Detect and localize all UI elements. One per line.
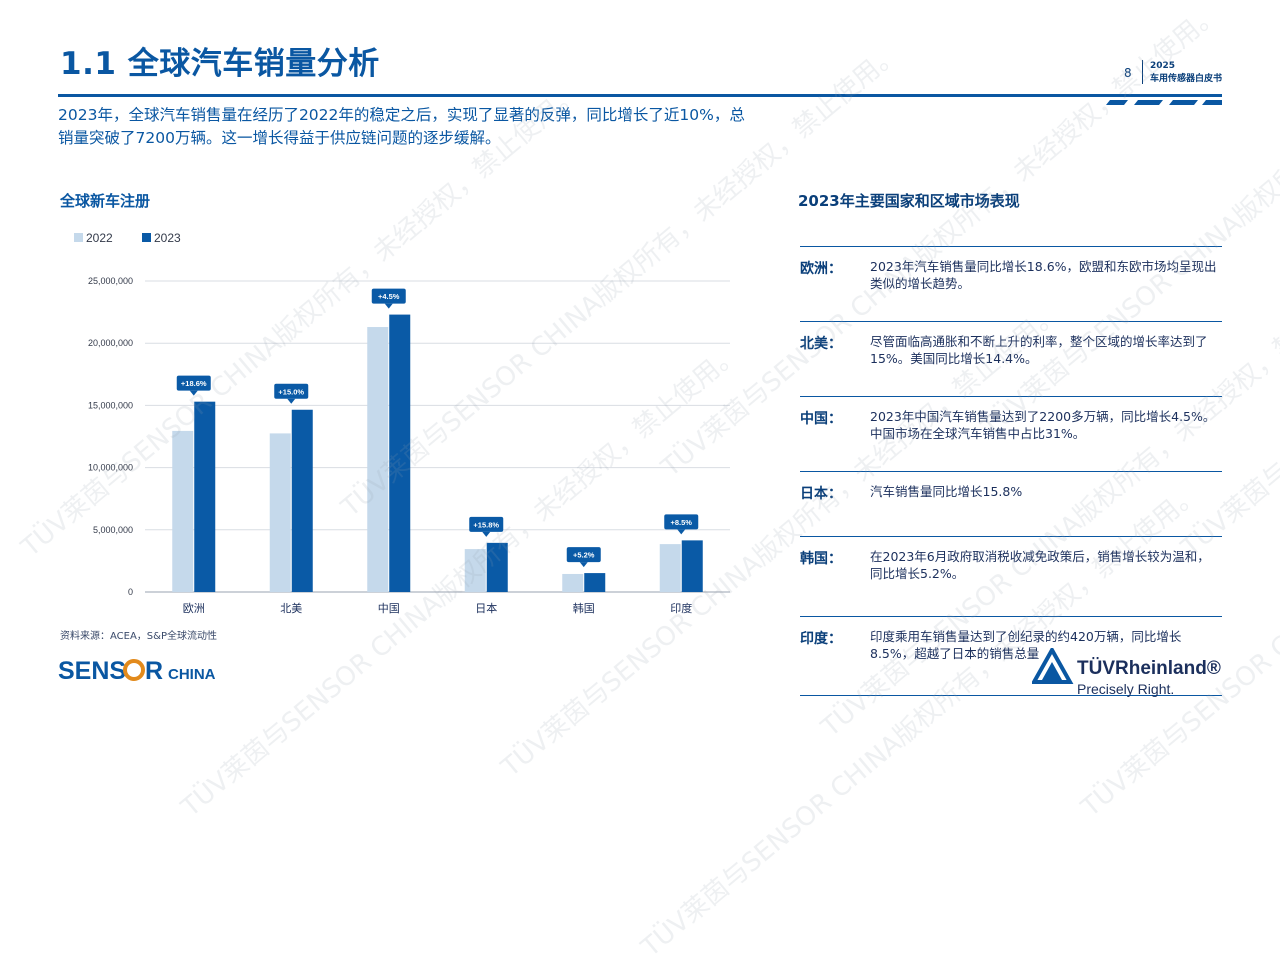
market-description: 印度乘用车销售量达到了创纪录的约420万辆，同比增长8.5%，超越了日本的销售总… bbox=[870, 629, 1182, 661]
market-region: 北美： bbox=[800, 336, 842, 352]
growth-badge bbox=[176, 375, 211, 391]
market-row: 印度： 印度乘用车销售量达到了创纪录的约420万辆，同比增长8.5%，超越了日本的… bbox=[800, 616, 1222, 696]
bar-2022 bbox=[269, 433, 291, 592]
y-tick-label: 0 bbox=[128, 587, 133, 597]
x-tick-label: 北美 bbox=[280, 602, 302, 615]
page-title: 1.1 全球汽车销量分析 bbox=[60, 46, 380, 82]
y-tick-label: 25,000,000 bbox=[88, 276, 133, 286]
brand-name: 车用传感器白皮书 bbox=[1150, 74, 1223, 84]
svg-text:SENS: SENS bbox=[58, 657, 126, 685]
market-description: 尽管面临高通胀和不断上升的利率，整个区域的增长率达到了15%。美国同比增长14.… bbox=[870, 334, 1208, 366]
legend-label: 2022 bbox=[86, 231, 113, 245]
bar-chart: 2022 2023 0 5,000,000 10,000,000 15,000,000 20… bbox=[74, 231, 730, 615]
header-rule bbox=[58, 94, 1222, 105]
growth-badge-pointer bbox=[579, 562, 588, 568]
market-description: 2023年汽车销售量同比增长18.6%，欧盟和东欧市场均呈现出类似的增长趋势。 bbox=[870, 259, 1217, 291]
growth-label: +4.5% bbox=[378, 292, 400, 301]
market-row: 韩国： 在2023年6月政府取消税收减免政策后，销售增长较为温和，同比增长5.2%… bbox=[800, 536, 1222, 616]
market-row: 中国： 2023年中国汽车销售量达到了2200多万辆，同比增长4.5%。中国市场在… bbox=[800, 396, 1222, 471]
x-tick-label: 韩国 bbox=[573, 601, 595, 615]
growth-badge-pointer bbox=[482, 531, 491, 537]
growth-badge bbox=[371, 288, 406, 304]
header-divider bbox=[1142, 60, 1143, 84]
x-tick-label: 印度 bbox=[670, 601, 692, 615]
bar-2022 bbox=[464, 549, 486, 592]
growth-label: +5.2% bbox=[573, 551, 595, 560]
bar-2023 bbox=[194, 401, 216, 592]
svg-text:CHINA: CHINA bbox=[168, 666, 216, 683]
x-tick-label: 中国 bbox=[378, 602, 400, 615]
growth-badge bbox=[566, 547, 601, 563]
bar-2023 bbox=[486, 542, 508, 592]
source-note: 资料来源：ACEA，S&P全球流动性 bbox=[60, 631, 217, 642]
tuv-tagline: Precisely Right. bbox=[1077, 681, 1174, 697]
tuv-name: TÜVRheinland® bbox=[1077, 658, 1221, 679]
market-description: 汽车销售量同比增长15.8% bbox=[870, 484, 1023, 499]
bar-2023 bbox=[291, 409, 313, 592]
y-tick-label: 20,000,000 bbox=[88, 338, 133, 348]
market-region: 欧洲： bbox=[800, 261, 842, 277]
brand-year: 2025 bbox=[1150, 61, 1176, 71]
market-description: 2023年中国汽车销售量达到了2200多万辆，同比增长4.5%。中国市场在全球汽… bbox=[870, 409, 1216, 441]
y-tick-label: 15,000,000 bbox=[88, 400, 133, 410]
x-tick-label: 欧洲 bbox=[183, 602, 205, 615]
bar-2023 bbox=[389, 314, 411, 592]
growth-badge-pointer bbox=[384, 303, 393, 309]
tuv-rheinland-logo: TÜVRheinland® Precisely Right. bbox=[1032, 648, 1221, 697]
market-region: 中国： bbox=[800, 411, 842, 427]
market-row: 欧洲： 2023年汽车销售量同比增长18.6%，欧盟和东欧市场均呈现出类似的增长趋… bbox=[800, 246, 1222, 321]
market-row: 北美： 尽管面临高通胀和不断上升的利率，整个区域的增长率达到了15%。美国同比增长… bbox=[800, 321, 1222, 396]
brand-label: 2025 车用传感器白皮书 bbox=[1150, 60, 1222, 86]
growth-badge bbox=[274, 383, 309, 399]
growth-label: +15.0% bbox=[278, 387, 304, 396]
bar-2022 bbox=[562, 573, 584, 592]
page-number: 8 bbox=[1124, 66, 1132, 80]
market-region: 韩国： bbox=[800, 551, 842, 567]
market-section-title: 2023年主要国家和区域市场表现 bbox=[798, 192, 1020, 210]
legend-swatch bbox=[142, 233, 151, 242]
legend-swatch bbox=[74, 233, 83, 242]
growth-badge-pointer bbox=[677, 529, 686, 535]
bar-2023 bbox=[584, 573, 606, 592]
market-row: 日本： 汽车销售量同比增长15.8% bbox=[800, 471, 1222, 536]
bar-2022 bbox=[367, 327, 389, 592]
growth-badge bbox=[469, 516, 504, 532]
growth-label: +18.6% bbox=[181, 379, 207, 388]
growth-label: +8.5% bbox=[671, 518, 693, 527]
market-list: 欧洲： 2023年汽车销售量同比增长18.6%，欧盟和东欧市场均呈现出类似的增长趋… bbox=[800, 246, 1222, 696]
bar-2022 bbox=[659, 544, 681, 592]
growth-badge-pointer bbox=[287, 398, 296, 404]
growth-label: +15.8% bbox=[473, 520, 499, 529]
y-tick-label: 5,000,000 bbox=[93, 525, 133, 535]
market-description: 在2023年6月政府取消税收减免政策后，销售增长较为温和，同比增长5.2%。 bbox=[870, 549, 1210, 581]
bar-2022 bbox=[172, 430, 194, 592]
bar-2023 bbox=[681, 540, 703, 592]
chart-section-title: 全球新车注册 bbox=[60, 192, 151, 210]
sensor-china-logo: SENS R CHINA bbox=[58, 657, 216, 685]
growth-badge bbox=[664, 514, 699, 530]
y-tick-label: 10,000,000 bbox=[88, 463, 133, 473]
legend-label: 2023 bbox=[154, 231, 181, 245]
growth-badge-pointer bbox=[189, 390, 198, 396]
svg-text:R: R bbox=[145, 657, 163, 685]
market-region: 日本： bbox=[800, 486, 842, 502]
intro-paragraph: 2023年，全球汽车销售量在经历了2022年的稳定之后，实现了显著的反弹，同比增… bbox=[58, 106, 745, 147]
x-tick-label: 日本 bbox=[475, 601, 497, 615]
market-region: 印度： bbox=[800, 631, 842, 647]
